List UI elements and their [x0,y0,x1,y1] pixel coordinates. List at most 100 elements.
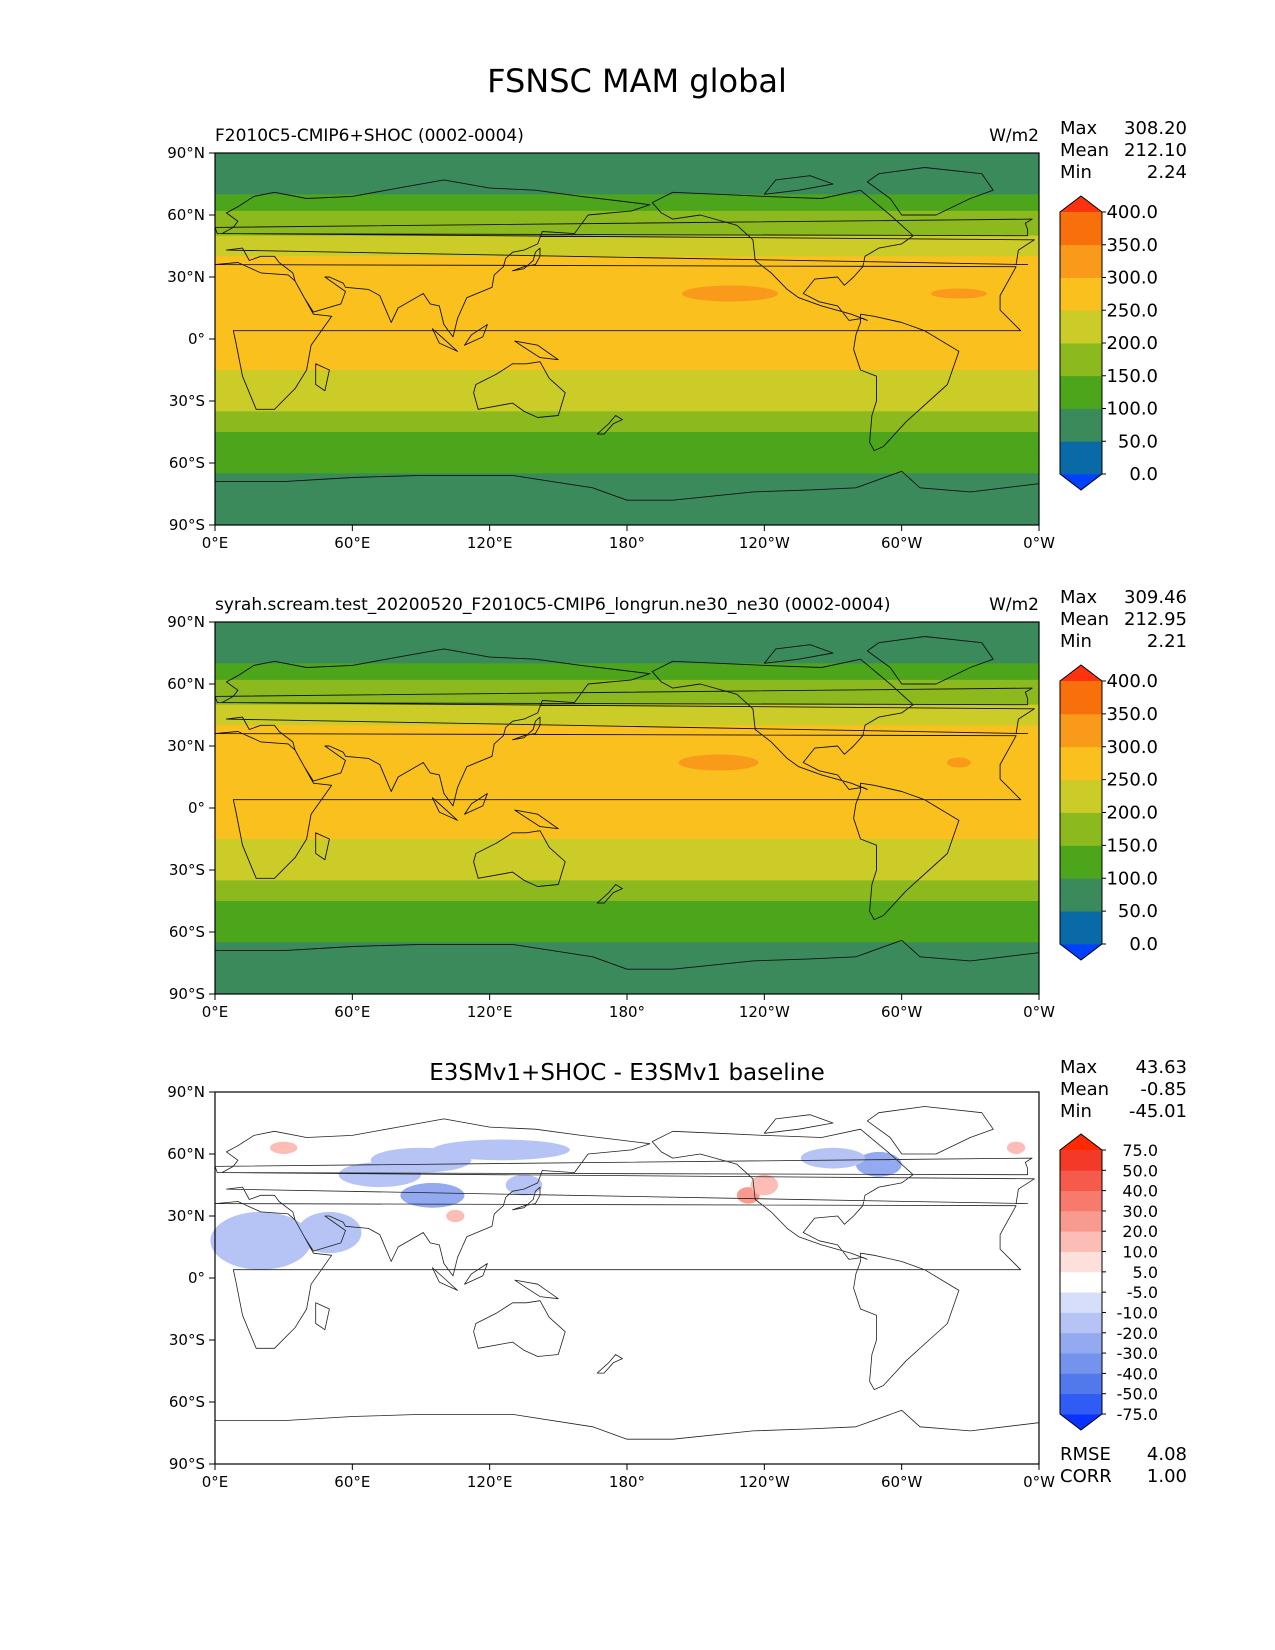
lat-tick-label: 90°S [169,516,205,534]
stat-min-label: Min [1060,631,1092,652]
colorbar-segment [1060,441,1102,475]
panel-difference-lon-ticks: 0°E 60°E 120°E 180° 120°W 60°W 0°W [202,1464,1055,1491]
colorbar-segment [1060,343,1102,377]
colorbar-segment [1060,779,1102,813]
colorbar-min-extend [1060,1414,1102,1430]
lon-tick-label: 120°W [739,534,790,552]
colorbar-segment [1060,1190,1102,1212]
panel-test-units: W/m2 [989,126,1039,146]
colorbar-tick-label: 10.0 [1122,1243,1158,1262]
anomaly-patch [800,1147,866,1169]
colorbar-tick-label: -75.0 [1117,1405,1158,1424]
panel-reference-lon-ticks: 0°E 60°E 120°E 180° 120°W 60°W 0°W [202,994,1055,1021]
colorbar-segment [1060,1271,1102,1293]
colorbar-segment [1060,1312,1102,1334]
stat-min-value: -45.01 [1129,1101,1187,1122]
stat-mean-value: -0.85 [1140,1079,1187,1100]
coastline [214,1106,1040,1465]
colorbar-tick-label: -30.0 [1117,1344,1158,1363]
colorbar-tick-label: 20.0 [1122,1222,1158,1241]
colorbar-tick-label: -40.0 [1117,1364,1158,1383]
figure-title: FSNSC MAM global [487,62,787,100]
lon-tick-label: 60°E [334,1003,370,1021]
zonal-band [215,370,1039,392]
lat-tick-label: 90°N [167,1083,205,1101]
zonal-band [215,859,1039,881]
lon-tick-label: 120°W [739,1003,790,1021]
zonal-band [215,411,1039,433]
colorbar-tick-label: -20.0 [1117,1324,1158,1343]
panel-reference: syrah.scream.test_20200520_F2010C5-CMIP6… [167,587,1187,1021]
zonal-band [215,390,1039,412]
coastline [214,636,1040,995]
colorbar-segment [1060,713,1102,748]
stat-max-label: Max [1060,118,1098,139]
panel-difference-anomalies [210,1139,1026,1270]
panel-difference-continents [214,1106,1040,1465]
colorbar-segment [1060,746,1102,781]
anomaly-patch [446,1209,465,1223]
panel-test-map-fill [215,153,1039,526]
stat-max-value: 309.46 [1124,587,1187,608]
colorbar-tick-label: 150.0 [1106,366,1158,387]
stat-mean-value: 212.95 [1124,609,1187,630]
panel-test-lat-ticks: 90°N 60°N 30°N 0° 30°S 60°S 90°S [167,144,215,534]
colorbar-tick-label: 50.0 [1118,901,1158,922]
lon-tick-label: 0°W [1023,1003,1055,1021]
colorbar-tick-label: 100.0 [1106,868,1158,889]
zonal-band [215,880,1039,902]
colorbar-segment [1060,812,1102,846]
colorbar-segment [1060,277,1102,311]
panel-reference-continents [214,636,1040,995]
zonal-band [215,725,1039,840]
colorbar-min-extend [1060,474,1102,490]
colorbar-segment [1060,1373,1102,1395]
lat-tick-label: 30°S [169,861,205,879]
colorbar-max-extend [1060,196,1102,212]
colorbar-segment [1060,1251,1102,1273]
lon-tick-label: 180° [609,534,645,552]
subtropical-maximum [930,288,987,299]
lon-tick-label: 60°W [881,1003,923,1021]
lat-tick-label: 0° [188,330,205,348]
zonal-band [215,432,1039,454]
coastline [214,167,1040,526]
panel-test-title: F2010C5-CMIP6+SHOC (0002-0004) [215,126,524,146]
colorbar-segment [1060,1393,1102,1415]
colorbar-tick-label: 5.0 [1133,1263,1158,1282]
colorbar-segment [1060,1332,1102,1354]
rmse-label: RMSE [1060,1444,1111,1465]
colorbar-min-extend [1060,944,1102,960]
colorbar-segment [1060,911,1102,945]
panel-reference-title: syrah.scream.test_20200520_F2010C5-CMIP6… [215,595,891,615]
stat-max-value: 308.20 [1124,118,1187,139]
colorbar-segment [1060,244,1102,278]
colorbar-tick-label: 250.0 [1106,770,1158,791]
colorbar-segment [1060,212,1102,246]
lon-tick-label: 120°E [467,534,513,552]
zonal-band [215,901,1039,923]
anomaly-patch [297,1211,362,1254]
stat-mean-label: Mean [1060,1079,1109,1100]
lon-tick-label: 60°W [881,1473,923,1491]
subtropical-maximum [682,285,778,302]
colorbar-tick-label: 200.0 [1106,803,1158,824]
lon-tick-label: 60°E [334,534,370,552]
lon-tick-label: 0°W [1023,1473,1055,1491]
stat-max-label: Max [1060,587,1098,608]
colorbar-segment [1060,845,1102,879]
panel-test: F2010C5-CMIP6+SHOC (0002-0004) W/m2 90°N… [167,118,1187,552]
colorbar-max-extend [1060,1134,1102,1150]
anomaly-patch [400,1182,465,1208]
lat-tick-label: 60°N [167,206,205,224]
lon-tick-label: 120°E [467,1473,513,1491]
colorbar-tick-label: 40.0 [1122,1182,1158,1201]
colorbar-tick-label: 150.0 [1106,835,1158,856]
colorbar-segment [1060,375,1102,409]
zonal-band [215,452,1039,474]
lat-tick-label: 60°S [169,1393,205,1411]
lat-tick-label: 0° [188,1269,205,1287]
zonal-band [215,663,1039,681]
zonal-band [215,942,1039,995]
panel-difference: E3SMv1+SHOC - E3SMv1 baseline 90°N 60°N 30… [167,1057,1187,1491]
